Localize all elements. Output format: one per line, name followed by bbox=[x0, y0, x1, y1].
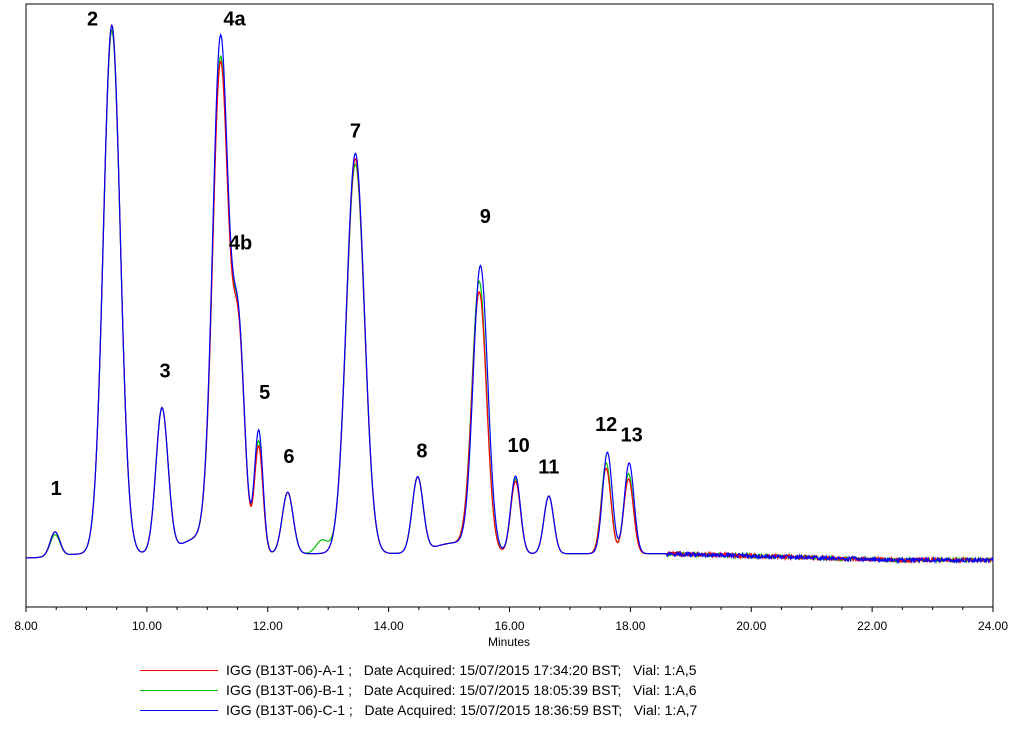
x-tick-label: 24.00 bbox=[978, 619, 1008, 633]
x-axis-title: Minutes bbox=[488, 635, 530, 649]
legend-item: IGG (B13T-06)-A-1 ; Date Acquired: 15/07… bbox=[140, 660, 940, 680]
x-tick-label: 8.00 bbox=[14, 619, 38, 633]
peak-label-3: 3 bbox=[159, 361, 170, 383]
x-tick-label: 20.00 bbox=[736, 619, 766, 633]
peak-label-1: 1 bbox=[51, 478, 62, 500]
x-tick-label: 14.00 bbox=[374, 619, 404, 633]
legend-item: IGG (B13T-06)-C-1 ; Date Acquired: 15/07… bbox=[140, 700, 940, 720]
series-layer bbox=[26, 23, 994, 565]
peak-label-4a: 4a bbox=[223, 8, 246, 30]
peak-label-12: 12 bbox=[595, 414, 617, 436]
peak-label-4b: 4b bbox=[229, 233, 252, 255]
peak-label-8: 8 bbox=[416, 441, 427, 463]
peak-label-10: 10 bbox=[507, 435, 529, 457]
peak-label-5: 5 bbox=[259, 382, 270, 404]
legend-swatch-red bbox=[140, 669, 218, 671]
peak-label-13: 13 bbox=[620, 425, 642, 447]
peak-label-9: 9 bbox=[480, 206, 491, 228]
peak-label-11: 11 bbox=[538, 457, 559, 479]
legend-swatch-blue bbox=[140, 709, 218, 711]
legend: IGG (B13T-06)-A-1 ; Date Acquired: 15/07… bbox=[140, 660, 940, 720]
x-tick-label: 18.00 bbox=[615, 619, 645, 633]
legend-swatch-green bbox=[140, 689, 218, 691]
x-tick-label: 12.00 bbox=[253, 619, 283, 633]
peak-label-7: 7 bbox=[350, 120, 361, 142]
x-tick-label: 10.00 bbox=[132, 619, 162, 633]
x-axis: 8.00 10.00 12.00 14.00 16.00 18.00 20.00 22.00 2… bbox=[14, 607, 1008, 633]
x-tick-label: 22.00 bbox=[857, 619, 887, 633]
peak-label-2: 2 bbox=[87, 8, 98, 30]
x-tick-label: 16.00 bbox=[494, 619, 524, 633]
series-line-2 bbox=[26, 23, 994, 565]
legend-item: IGG (B13T-06)-B-1 ; Date Acquired: 15/07… bbox=[140, 680, 940, 700]
peak-label-6: 6 bbox=[283, 446, 294, 468]
plot-frame bbox=[25, 3, 994, 608]
legend-label: IGG (B13T-06)-A-1 ; Date Acquired: 15/07… bbox=[226, 662, 697, 678]
legend-label: IGG (B13T-06)-C-1 ; Date Acquired: 15/07… bbox=[226, 702, 698, 718]
legend-label: IGG (B13T-06)-B-1 ; Date Acquired: 15/07… bbox=[226, 682, 697, 698]
